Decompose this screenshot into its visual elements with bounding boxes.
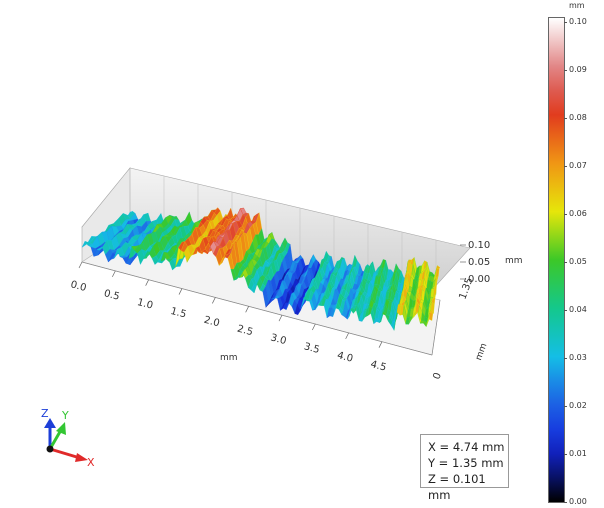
triad-y-label: Y [61,409,69,422]
x-tick-mark [245,306,249,313]
colorbar-tick-mark [564,70,567,71]
colorbar-tick-mark [564,22,567,23]
colorbar-tick-label: 0.05 [569,257,587,266]
triad-z-label: Z [41,407,49,420]
colorbar-unit: mm [569,1,585,10]
x-tick-mark [145,279,149,286]
colorbar-tick-mark [564,310,567,311]
colorbar-tick-label: 0.09 [569,65,587,74]
x-tick-label: 3.0 [269,332,287,347]
x-tick-label: 0.5 [103,288,121,303]
triad-origin [46,445,54,453]
triad-x-axis [49,447,81,460]
x-tick-label: 1.5 [169,306,187,321]
y-axis-ticks: 01.35 [431,276,475,381]
y-tick-label: 0 [431,371,444,381]
colorbar-tick-mark [564,166,567,167]
colorbar-tick-label: 0.08 [569,113,587,122]
right-edge [431,299,441,356]
colorbar-tick-label: 0.01 [569,449,587,458]
3d-surface-viewport[interactable]: 0.0 0.5 1.0 1.5 2.0 2.5 3.0 3.5 4.0 4.5 0 1.35 0.1… [0,0,540,508]
x-tick-mark [112,270,116,278]
x-tick-mark [178,288,183,295]
surface-facet [428,311,433,321]
x-tick-label: 4.0 [336,350,354,365]
x-tick-mark [345,332,349,340]
colorbar-tick-label: 0.06 [569,209,587,218]
colorbar-tick-mark [564,358,567,359]
colorbar-tick-mark [564,262,567,263]
triad-y-arrow [56,422,66,435]
color-scale-legend: mm 0.10 0.09 0.08 0.07 0.06 0.05 0.04 0.03 0.02 0… [545,0,604,508]
colorbar-tick-label: 0.03 [569,353,587,362]
colorbar-tick-label: 0.10 [569,17,587,26]
z-axis-unit: mm [505,256,523,266]
colorbar-tick-mark [564,406,567,407]
axis-triad: Z Y X [30,404,110,474]
triad-x-arrow [75,453,88,462]
surface-mesh [81,207,441,331]
y-axis-unit: mm [474,342,489,362]
x-axis-ticks: 0.0 0.5 1.0 1.5 2.0 2.5 3.0 3.5 4.0 4.5 [69,261,387,374]
readout-y: Y = 1.35 mm [428,456,504,470]
cursor-readout: X = 4.74 mm Y = 1.35 mm Z = 0.101 mm [420,434,509,502]
colorbar-tick-label: 0.04 [569,305,587,314]
colorbar-tick-mark [564,502,567,503]
colorbar-ticks: 0.10 0.09 0.08 0.07 0.06 0.05 0.04 0.03 0.02 0.01… [545,0,604,508]
readout-z: Z = 0.101 mm [428,472,486,502]
z-tick-label: 0.05 [468,257,490,268]
x-tick-label: 4.5 [369,359,387,374]
colorbar-tick-mark [564,454,567,455]
z-tick-label: 0.00 [468,274,490,285]
x-tick-mark [78,261,83,269]
z-tick-label: 0.10 [468,240,490,251]
x-tick-label: 2.5 [236,324,254,339]
x-tick-label: 1.0 [136,297,154,312]
x-tick-mark [378,341,383,348]
x-tick-label: 3.5 [303,341,321,356]
x-tick-mark [312,323,316,331]
colorbar-tick-mark [564,214,567,215]
surface-plot[interactable]: 0.0 0.5 1.0 1.5 2.0 2.5 3.0 3.5 4.0 4.5 01.35 0.1… [0,0,540,508]
x-tick-mark [278,314,283,322]
z-axis-ticks: 0.10 0.05 0.00 [460,240,490,285]
triad-x-label: X [87,456,95,469]
colorbar-tick-label: 0.00 [569,497,587,506]
front-edge [81,261,433,356]
x-axis-unit: mm [220,353,238,363]
x-tick-label: 2.0 [203,315,221,330]
x-tick-label: 0.0 [69,279,87,294]
x-tick-mark [212,297,216,304]
triad-z-arrow [44,418,56,428]
colorbar-tick-label: 0.02 [569,401,587,410]
readout-x: X = 4.74 mm [428,440,505,454]
triad-y-axis [48,429,63,450]
colorbar-tick-mark [564,118,567,119]
colorbar-gradient [548,17,565,503]
colorbar-tick-label: 0.07 [569,161,587,170]
